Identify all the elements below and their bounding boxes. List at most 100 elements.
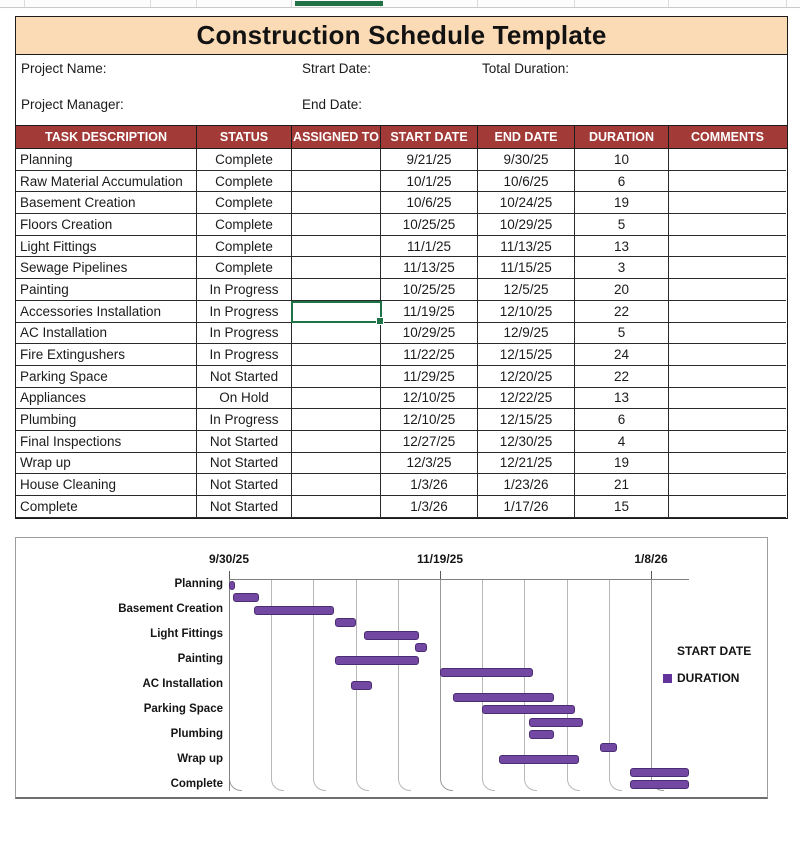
cell-duration[interactable]: 22 bbox=[575, 365, 669, 388]
cell-assigned[interactable] bbox=[292, 192, 381, 215]
cell-task[interactable]: Accessories Installation bbox=[16, 300, 197, 323]
cell-start[interactable]: 10/29/25 bbox=[381, 322, 478, 345]
cell-comments[interactable] bbox=[669, 214, 786, 236]
cell-task[interactable]: Floors Creation bbox=[16, 214, 197, 236]
cell-assigned[interactable] bbox=[292, 474, 381, 496]
cell-end[interactable]: 10/29/25 bbox=[478, 214, 575, 236]
cell-start[interactable]: 12/27/25 bbox=[381, 430, 478, 453]
cell-assigned[interactable] bbox=[292, 387, 381, 410]
cell-comments[interactable] bbox=[669, 149, 786, 171]
cell-end[interactable]: 12/9/25 bbox=[478, 322, 575, 345]
cell-task[interactable]: Parking Space bbox=[16, 365, 197, 388]
end-date-label[interactable]: End Date: bbox=[302, 97, 363, 112]
start-date-label[interactable]: Strart Date: bbox=[302, 61, 372, 76]
cell-start[interactable]: 10/6/25 bbox=[381, 192, 478, 215]
cell-duration[interactable]: 19 bbox=[575, 192, 669, 215]
cell-comments[interactable] bbox=[669, 279, 786, 301]
cell-duration[interactable]: 19 bbox=[575, 452, 669, 475]
cell-start[interactable]: 12/3/25 bbox=[381, 452, 478, 475]
cell-task[interactable]: Complete bbox=[16, 496, 197, 518]
cell-start[interactable]: 11/22/25 bbox=[381, 344, 478, 366]
cell-task[interactable]: Appliances bbox=[16, 387, 197, 410]
cell-start[interactable]: 12/10/25 bbox=[381, 387, 478, 410]
cell-assigned[interactable] bbox=[292, 257, 381, 280]
cell-duration[interactable]: 10 bbox=[575, 149, 669, 171]
cell-status[interactable]: In Progress bbox=[197, 344, 292, 366]
total-duration-label[interactable]: Total Duration: bbox=[482, 61, 570, 76]
cell-comments[interactable] bbox=[669, 430, 786, 453]
cell-status[interactable]: Not Started bbox=[197, 452, 292, 475]
cell-start[interactable]: 10/25/25 bbox=[381, 214, 478, 236]
cell-comments[interactable] bbox=[669, 452, 786, 475]
cell-comments[interactable] bbox=[669, 387, 786, 410]
selected-cell[interactable] bbox=[291, 300, 384, 325]
cell-end[interactable]: 9/30/25 bbox=[478, 149, 575, 171]
cell-status[interactable]: In Progress bbox=[197, 300, 292, 323]
cell-assigned[interactable] bbox=[292, 344, 381, 366]
cell-status[interactable]: In Progress bbox=[197, 322, 292, 345]
cell-status[interactable]: Complete bbox=[197, 235, 292, 258]
cell-assigned[interactable] bbox=[292, 496, 381, 518]
cell-start[interactable]: 11/13/25 bbox=[381, 257, 478, 280]
cell-comments[interactable] bbox=[669, 409, 786, 431]
cell-duration[interactable]: 6 bbox=[575, 170, 669, 193]
cell-comments[interactable] bbox=[669, 192, 786, 215]
cell-comments[interactable] bbox=[669, 257, 786, 280]
cell-start[interactable]: 11/29/25 bbox=[381, 365, 478, 388]
cell-end[interactable]: 1/17/26 bbox=[478, 496, 575, 518]
cell-comments[interactable] bbox=[669, 496, 786, 518]
cell-status[interactable]: Not Started bbox=[197, 430, 292, 453]
cell-duration[interactable]: 13 bbox=[575, 387, 669, 410]
cell-status[interactable]: Complete bbox=[197, 192, 292, 215]
cell-start[interactable]: 11/19/25 bbox=[381, 300, 478, 323]
cell-task[interactable]: AC Installation bbox=[16, 322, 197, 345]
column-header-end-date[interactable]: END DATE bbox=[478, 126, 575, 148]
cell-start[interactable]: 9/21/25 bbox=[381, 149, 478, 171]
cell-task[interactable]: Final Inspections bbox=[16, 430, 197, 453]
cell-comments[interactable] bbox=[669, 474, 786, 496]
cell-assigned[interactable] bbox=[292, 214, 381, 236]
cell-task[interactable]: Plumbing bbox=[16, 409, 197, 431]
fill-handle[interactable] bbox=[376, 316, 384, 325]
cell-task[interactable]: Wrap up bbox=[16, 452, 197, 475]
project-name-label[interactable]: Project Name: bbox=[21, 61, 107, 76]
cell-task[interactable]: Raw Material Accumulation bbox=[16, 170, 197, 193]
cell-duration[interactable]: 13 bbox=[575, 235, 669, 258]
cell-status[interactable]: In Progress bbox=[197, 279, 292, 301]
cell-comments[interactable] bbox=[669, 344, 786, 366]
cell-status[interactable]: In Progress bbox=[197, 409, 292, 431]
cell-status[interactable]: Not Started bbox=[197, 474, 292, 496]
cell-assigned[interactable] bbox=[292, 235, 381, 258]
column-header-start-date[interactable]: START DATE bbox=[381, 126, 478, 148]
cell-start[interactable]: 11/1/25 bbox=[381, 235, 478, 258]
cell-assigned[interactable] bbox=[292, 430, 381, 453]
cell-status[interactable]: Not Started bbox=[197, 496, 292, 518]
column-header-comments[interactable]: COMMENTS bbox=[691, 130, 764, 144]
cell-task[interactable]: Planning bbox=[16, 149, 197, 171]
cell-end[interactable]: 12/5/25 bbox=[478, 279, 575, 301]
cell-end[interactable]: 12/10/25 bbox=[478, 300, 575, 323]
cell-duration[interactable]: 5 bbox=[575, 214, 669, 236]
cell-assigned[interactable] bbox=[292, 279, 381, 301]
cell-task[interactable]: House Cleaning bbox=[16, 474, 197, 496]
column-header-assigned-to[interactable]: ASSIGNED TO bbox=[292, 126, 381, 148]
cell-comments[interactable] bbox=[669, 365, 786, 388]
cell-comments[interactable] bbox=[669, 300, 786, 323]
project-manager-label[interactable]: Project Manager: bbox=[21, 97, 124, 112]
cell-task[interactable]: Light Fittings bbox=[16, 235, 197, 258]
cell-end[interactable]: 10/6/25 bbox=[478, 170, 575, 193]
cell-task[interactable]: Sewage Pipelines bbox=[16, 257, 197, 280]
cell-end[interactable]: 12/22/25 bbox=[478, 387, 575, 410]
cell-assigned[interactable] bbox=[292, 322, 381, 345]
cell-duration[interactable]: 6 bbox=[575, 409, 669, 431]
cell-duration[interactable]: 15 bbox=[575, 496, 669, 518]
cell-duration[interactable]: 5 bbox=[575, 322, 669, 345]
cell-status[interactable]: On Hold bbox=[197, 387, 292, 410]
cell-status[interactable]: Complete bbox=[197, 214, 292, 236]
cell-duration[interactable]: 20 bbox=[575, 279, 669, 301]
cell-end[interactable]: 10/24/25 bbox=[478, 192, 575, 215]
cell-start[interactable]: 1/3/26 bbox=[381, 474, 478, 496]
cell-end[interactable]: 12/15/25 bbox=[478, 344, 575, 366]
cell-start[interactable]: 1/3/26 bbox=[381, 496, 478, 518]
cell-assigned[interactable] bbox=[292, 365, 381, 388]
